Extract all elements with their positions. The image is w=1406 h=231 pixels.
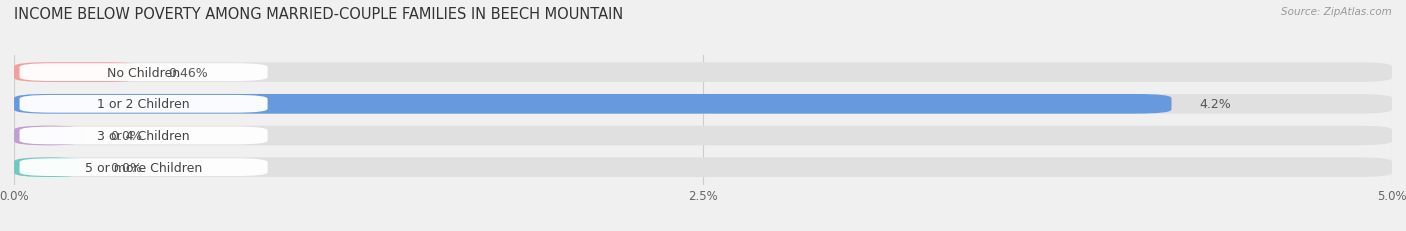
Text: 0.0%: 0.0% <box>111 129 142 142</box>
Text: 3 or 4 Children: 3 or 4 Children <box>97 129 190 142</box>
Text: 0.0%: 0.0% <box>111 161 142 174</box>
FancyBboxPatch shape <box>14 126 1392 146</box>
FancyBboxPatch shape <box>20 159 267 176</box>
FancyBboxPatch shape <box>14 94 1392 114</box>
FancyBboxPatch shape <box>14 158 1392 177</box>
FancyBboxPatch shape <box>14 63 141 82</box>
Text: Source: ZipAtlas.com: Source: ZipAtlas.com <box>1281 7 1392 17</box>
FancyBboxPatch shape <box>20 127 267 145</box>
FancyBboxPatch shape <box>14 158 83 177</box>
Text: 4.2%: 4.2% <box>1199 98 1230 111</box>
Text: 5 or more Children: 5 or more Children <box>84 161 202 174</box>
FancyBboxPatch shape <box>14 63 1392 82</box>
FancyBboxPatch shape <box>14 126 83 146</box>
FancyBboxPatch shape <box>14 94 1171 114</box>
Text: INCOME BELOW POVERTY AMONG MARRIED-COUPLE FAMILIES IN BEECH MOUNTAIN: INCOME BELOW POVERTY AMONG MARRIED-COUPL… <box>14 7 623 22</box>
FancyBboxPatch shape <box>20 95 267 113</box>
Text: No Children: No Children <box>107 66 180 79</box>
FancyBboxPatch shape <box>20 64 267 82</box>
Text: 1 or 2 Children: 1 or 2 Children <box>97 98 190 111</box>
Text: 0.46%: 0.46% <box>169 66 208 79</box>
